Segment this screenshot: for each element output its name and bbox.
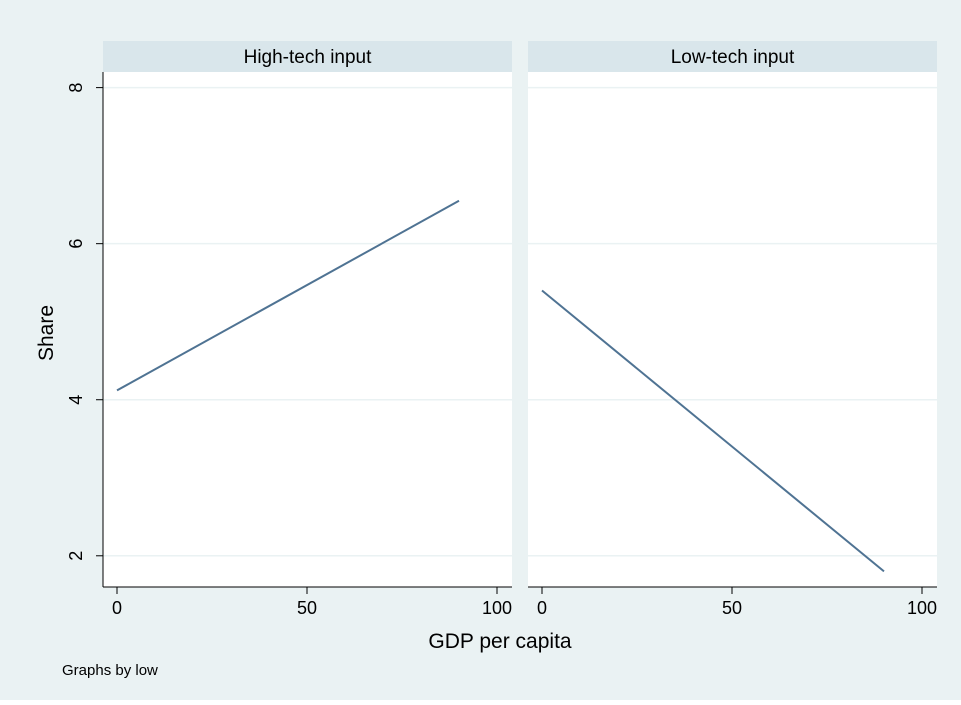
panel-plot-area-2: [528, 72, 937, 587]
x-tick-label-1-3: 100: [482, 598, 512, 618]
panel-header-1: [103, 41, 512, 72]
series-line-1: [116, 199, 460, 392]
y-tick-label-1: 2: [66, 551, 86, 561]
series-line-2: [541, 289, 885, 573]
panel-title-1: High-tech input: [244, 47, 373, 68]
x-tick-label-2-3: 100: [907, 598, 937, 618]
x-tick-label-2-1: 0: [537, 598, 547, 618]
x-tick-label-2-2: 50: [722, 598, 742, 618]
panel-plot-area-1: [103, 72, 512, 587]
y-tick-label-4: 8: [66, 83, 86, 93]
y-tick-label-2: 4: [66, 395, 86, 405]
y-axis-title: Share: [35, 305, 58, 361]
x-axis-title: GDP per capita: [428, 630, 572, 653]
y-tick-label-3: 6: [66, 239, 86, 249]
panel-header-2: [528, 41, 937, 72]
panel-title-2: Low-tech input: [671, 47, 795, 68]
graphs-by-note: Graphs by low: [62, 662, 158, 679]
x-tick-label-1-2: 50: [297, 598, 317, 618]
x-tick-label-1-1: 0: [112, 598, 122, 618]
